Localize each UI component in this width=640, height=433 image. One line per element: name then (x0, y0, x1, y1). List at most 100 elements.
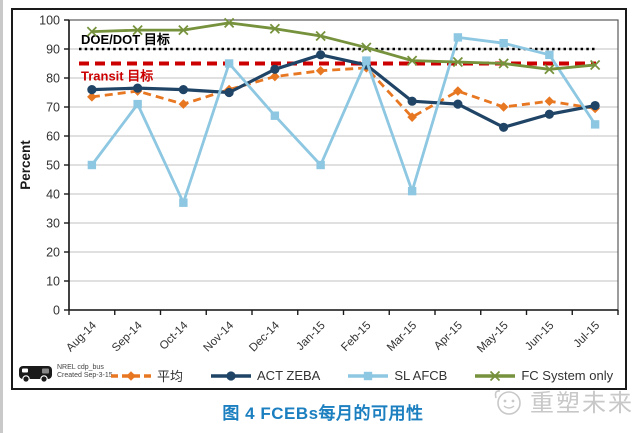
data-point (589, 59, 601, 71)
data-point (362, 56, 371, 65)
y-axis-tick-label: 80 (46, 72, 60, 86)
data-point (223, 17, 235, 29)
legend-label: ACT ZEBA (257, 368, 321, 383)
data-point (407, 186, 417, 196)
legend-line-sample (348, 371, 389, 380)
data-point (452, 56, 464, 68)
x-axis-tick-label: Feb-15 (339, 320, 373, 354)
y-axis-tick-label: 60 (46, 130, 60, 144)
data-point (545, 50, 554, 59)
watermark-text: 重塑未来 (530, 390, 634, 417)
data-point (224, 87, 234, 98)
data-point (179, 198, 188, 207)
data-point (499, 39, 508, 48)
data-point (270, 64, 280, 74)
created-date-label: Created Sep-3-15 (57, 372, 113, 379)
series-line (90, 35, 597, 205)
data-point (499, 122, 509, 132)
legend-item-fc-system-only: FC System only (473, 368, 613, 383)
x-axis-tick-label: Jun-15 (523, 320, 556, 353)
data-point (224, 59, 234, 68)
data-point (87, 92, 97, 102)
watermark: 重塑未来 (492, 383, 634, 418)
nrel-label: NREL cdp_bus (57, 364, 104, 371)
target-line-label: DOE/DOT 目标 (81, 32, 170, 47)
data-point (498, 102, 509, 112)
data-point (178, 25, 189, 36)
x-axis-tick-label: Mar-15 (385, 320, 419, 354)
data-point (178, 85, 188, 95)
data-point (490, 370, 501, 381)
data-point (270, 71, 280, 82)
legend-label: 平均 (157, 369, 184, 384)
y-axis-tick-label: 90 (46, 43, 60, 57)
data-point (133, 99, 142, 109)
data-point (87, 160, 97, 170)
legend-item-sl-afcb: SL AFCB (346, 368, 447, 383)
y-axis-tick-label: 0 (53, 304, 60, 318)
chart-figure: DOE/DOT 目标 Transit 目标 0 10 20 30 40 50 60 70 80 90 1… (11, 8, 627, 390)
data-point (407, 96, 417, 106)
data-point (406, 55, 418, 66)
data-point (590, 120, 600, 129)
x-axis-tick-label: Sep-14 (110, 319, 145, 354)
watermark-logo-icon (494, 389, 521, 415)
data-point (364, 371, 373, 380)
data-point (590, 100, 600, 111)
data-point (453, 99, 463, 109)
nrel-footer-note: NREL cdp_bus Created Sep-3-15 (18, 364, 113, 384)
y-axis-tick-label: 10 (46, 275, 60, 289)
x-axis-tick-label: May-15 (475, 320, 511, 356)
y-axis-tick-label: 40 (46, 188, 60, 202)
series-line (91, 21, 596, 71)
data-point (316, 50, 326, 60)
x-axis-tick-label: Oct-14 (158, 319, 191, 352)
target-line-label: Transit 目标 (81, 69, 153, 84)
x-axis-tick-label: Jan-15 (294, 320, 327, 353)
data-point (226, 370, 236, 381)
series-sl-afcb (87, 33, 600, 207)
data-point (133, 83, 143, 93)
data-point (453, 86, 463, 96)
y-axis-tick-label: 70 (46, 101, 60, 115)
series-line (91, 66, 596, 119)
x-axis-tick-label: Apr-15 (432, 320, 465, 353)
legend-line-sample (211, 370, 252, 381)
x-axis-tick-label: Nov-14 (202, 319, 237, 354)
data-point (453, 33, 463, 42)
y-axis-tick-label: 100 (39, 14, 60, 28)
data-point (315, 65, 326, 76)
y-axis-title: Percent (18, 140, 33, 190)
x-axis-tick-label: Jul-15 (572, 320, 603, 351)
x-axis-tick-label: Aug-14 (64, 319, 99, 354)
legend-line-sample (475, 370, 516, 381)
data-point (132, 25, 143, 36)
data-point (178, 99, 189, 109)
data-point (87, 85, 97, 95)
data-point (407, 112, 417, 122)
y-axis-tick-label: 50 (46, 159, 60, 173)
data-point (315, 30, 326, 42)
data-point (270, 111, 280, 120)
data-point (361, 42, 372, 53)
data-point (316, 160, 325, 170)
legend-item-act-zeba: ACT ZEBA (209, 368, 320, 383)
data-point (269, 23, 281, 34)
y-axis-tick-label: 30 (46, 217, 60, 231)
bus-icon (19, 366, 52, 383)
data-point (498, 58, 509, 69)
series-fc-system-only (86, 17, 601, 75)
data-point (126, 370, 136, 381)
legend-label: SL AFCB (394, 368, 448, 383)
x-axis-tick-label: Dec-14 (247, 319, 282, 354)
legend-line-sample (111, 370, 151, 381)
figure-caption: 图 4 FCEBs每月的可用性 (222, 404, 424, 423)
availability-line-chart: DOE/DOT 目标 Transit 目标 0 10 20 30 40 50 60 70 80 90 1… (18, 14, 619, 356)
y-axis-tick-label: 20 (46, 246, 60, 260)
data-point (544, 64, 555, 75)
data-point (86, 26, 98, 37)
legend-label: FC System only (521, 368, 614, 383)
data-point (544, 96, 555, 106)
data-point (544, 109, 554, 119)
